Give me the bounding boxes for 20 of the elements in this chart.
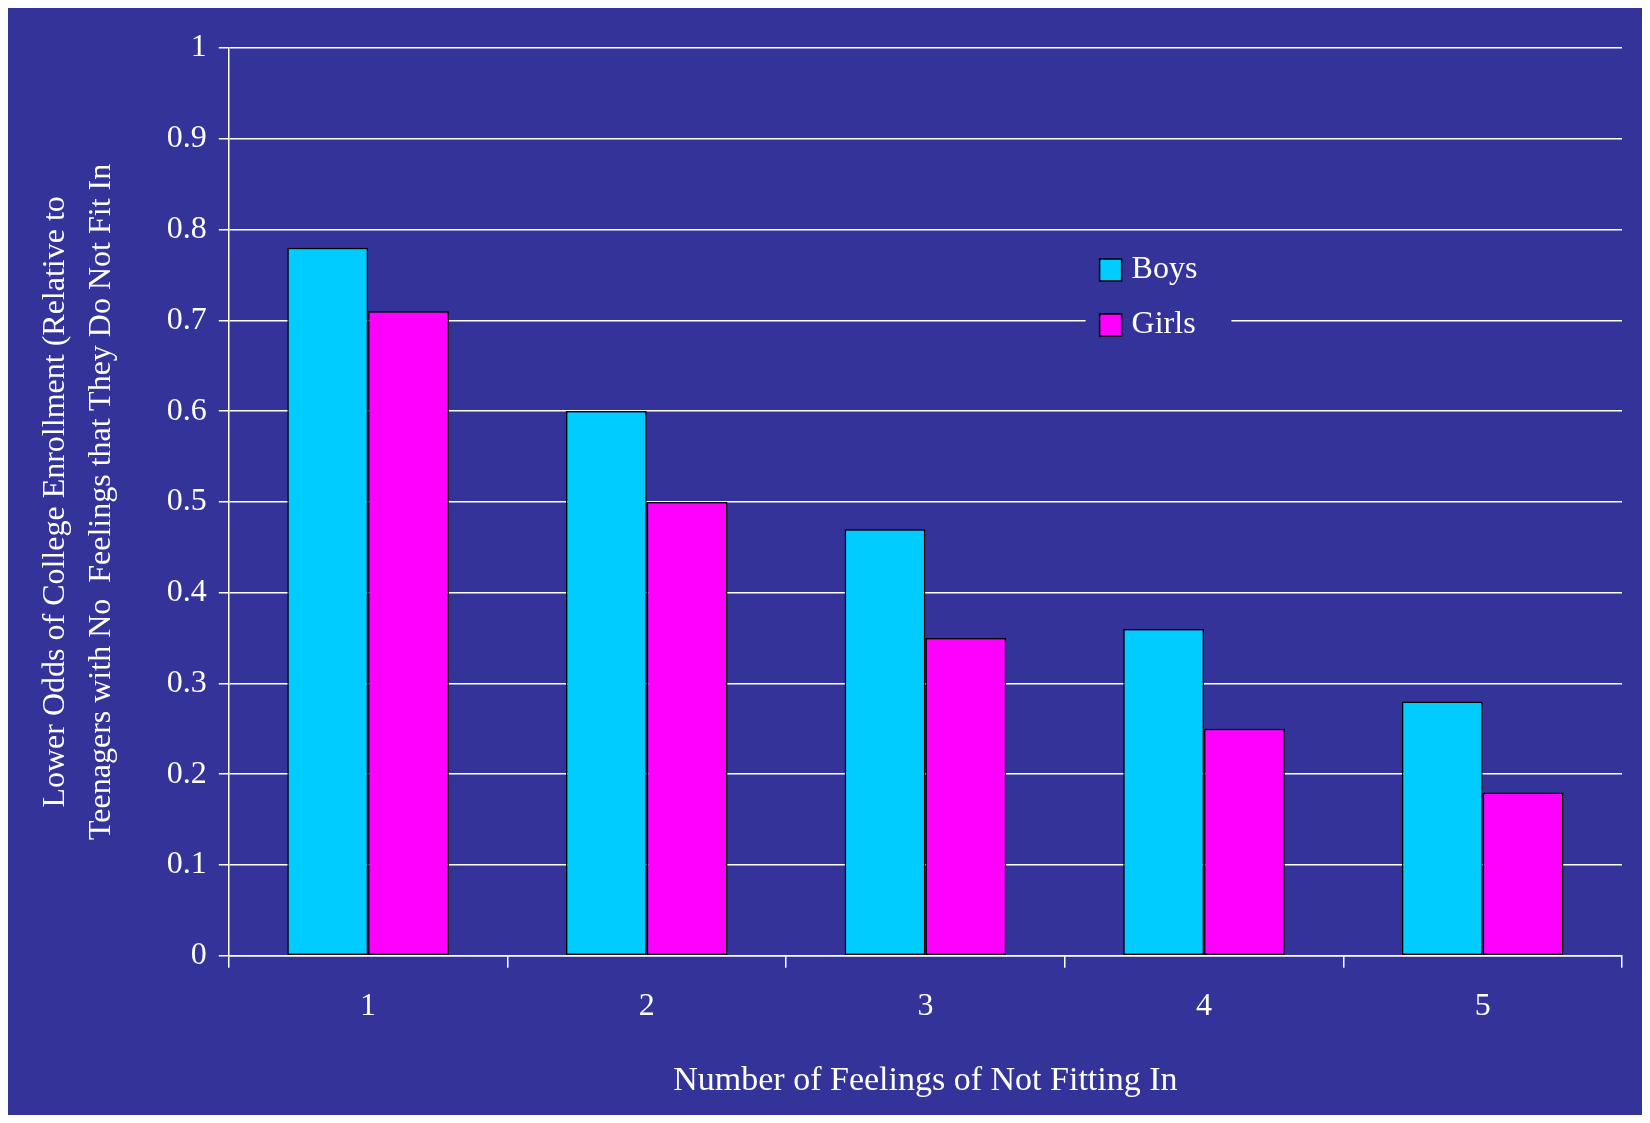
x-axis-title: Number of Feelings of Not Fitting In xyxy=(673,1059,1178,1097)
y-tick-label: 0.4 xyxy=(166,572,207,609)
y-tick-label: 0.1 xyxy=(166,844,207,881)
y-tick-label: 0.2 xyxy=(166,753,207,790)
y-tick-label: 0.5 xyxy=(166,481,207,518)
x-tick-label: 4 xyxy=(1196,986,1213,1023)
y-tick-label: 0.6 xyxy=(166,390,207,427)
y-tick-label: 0.8 xyxy=(166,208,207,245)
legend-label: Boys xyxy=(1131,249,1198,286)
x-tick-label: 2 xyxy=(638,986,655,1023)
y-axis-title: Lower Odds of College Enrollment (Relative to Teenagers with No Feelings that They Do Not Fit In xyxy=(34,163,118,840)
legend-label: Girls xyxy=(1131,304,1196,341)
y-tick-label: 0.7 xyxy=(166,299,207,336)
y-tick-label: 0 xyxy=(190,935,207,972)
x-tick-label: 3 xyxy=(917,986,934,1023)
x-tick-label: 1 xyxy=(360,986,377,1023)
y-tick-label: 0.3 xyxy=(166,662,207,699)
x-tick-label: 5 xyxy=(1474,986,1491,1023)
y-tick-label: 0.9 xyxy=(166,118,207,155)
y-tick-label: 1 xyxy=(190,27,207,64)
